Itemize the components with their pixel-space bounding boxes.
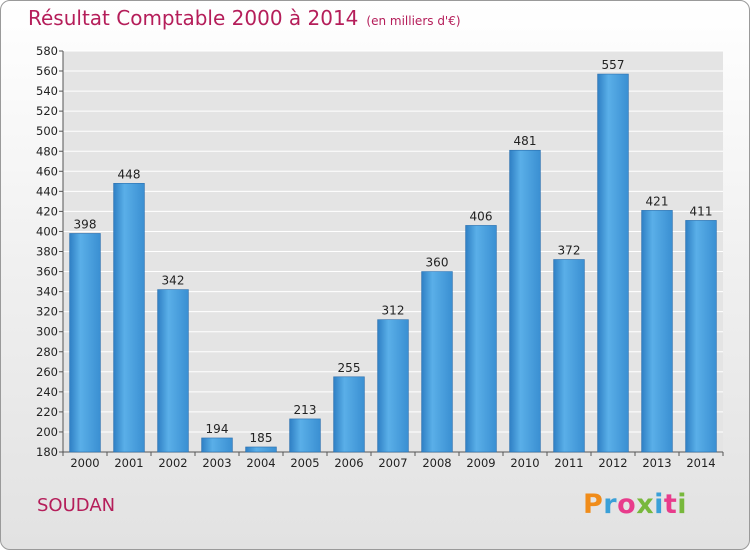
logo-letter: t [663, 489, 678, 520]
x-tick-label: 2006 [334, 456, 363, 470]
y-tick-label: 360 [36, 265, 58, 279]
bar-value-label: 342 [162, 274, 185, 288]
bar-value-label: 557 [602, 58, 625, 72]
bar [553, 259, 585, 453]
bar-value-label: 448 [118, 167, 141, 181]
plot-area: 180 200 220 240 260 280 300 320 340 360 380 400 420 4… [36, 44, 724, 470]
logo-letter: o [617, 489, 637, 520]
y-tick-label: 580 [36, 44, 58, 58]
bar [289, 418, 321, 453]
bar-value-label: 312 [382, 304, 405, 318]
bar-value-label: 255 [338, 361, 361, 375]
bar-value-label: 360 [426, 256, 449, 270]
x-tick-label: 2002 [158, 456, 187, 470]
bar [69, 233, 101, 453]
x-tick-label: 2005 [290, 456, 319, 470]
x-tick-label: 2014 [686, 456, 715, 470]
chart-subtitle: (en milliers d'€) [366, 14, 461, 28]
proxiti-logo: Proxiti [583, 489, 687, 520]
bar-value-label: 372 [558, 244, 581, 258]
y-tick-label: 220 [36, 405, 58, 419]
bar [685, 220, 717, 453]
x-tick-label: 2012 [598, 456, 627, 470]
bar-value-label: 213 [294, 403, 317, 417]
bar-value-label: 411 [690, 204, 713, 218]
x-tick-label: 2013 [642, 456, 671, 470]
y-tick-label: 260 [36, 365, 58, 379]
y-tick-label: 320 [36, 305, 58, 319]
x-tick-label: 2003 [202, 456, 231, 470]
x-tick-label: 2010 [510, 456, 539, 470]
y-tick-label: 200 [36, 425, 58, 439]
x-tick-label: 2011 [554, 456, 583, 470]
commune-name: SOUDAN [37, 495, 116, 516]
y-tick-label: 340 [36, 285, 58, 299]
bar-value-label: 421 [646, 194, 669, 208]
y-tick-label: 560 [36, 64, 58, 78]
logo-letter: i [677, 489, 688, 520]
y-tick-label: 300 [36, 325, 58, 339]
y-tick-label: 440 [36, 184, 58, 198]
bar-value-label: 398 [74, 217, 97, 231]
y-tick-label: 540 [36, 84, 58, 98]
bar-value-label: 185 [250, 431, 273, 445]
chart-title: Résultat Comptable 2000 à 2014 (en millie… [28, 6, 461, 30]
chart-title-text: Résultat Comptable 2000 à 2014 [28, 6, 359, 30]
bar [113, 183, 145, 453]
bar-value-label: 406 [470, 209, 493, 223]
x-tick-label: 2000 [70, 456, 99, 470]
x-tick-label: 2007 [378, 456, 407, 470]
logo-letter: r [603, 489, 618, 520]
bar-value-label: 481 [514, 134, 537, 148]
y-tick-label: 180 [36, 445, 58, 459]
y-tick-label: 480 [36, 144, 58, 158]
y-tick-label: 400 [36, 224, 58, 238]
bar [641, 210, 673, 453]
y-tick-label: 240 [36, 385, 58, 399]
y-tick-label: 420 [36, 204, 58, 218]
bar [377, 319, 409, 453]
y-tick-label: 280 [36, 345, 58, 359]
x-tick-label: 2009 [466, 456, 495, 470]
y-tick-label: 500 [36, 124, 58, 138]
bar [421, 271, 453, 453]
y-tick-label: 520 [36, 104, 58, 118]
bar [509, 149, 541, 453]
y-tick-label: 380 [36, 245, 58, 259]
x-tick-label: 2004 [246, 456, 275, 470]
bar [157, 289, 189, 453]
x-tick-label: 2001 [114, 456, 143, 470]
bar [201, 437, 233, 453]
logo-letter: i [654, 489, 664, 520]
y-tick-label: 460 [36, 164, 58, 178]
logo-letter: P [583, 489, 604, 520]
bar-value-label: 194 [206, 422, 229, 436]
logo-letter: x [636, 489, 655, 520]
bar [465, 225, 497, 453]
bar [333, 376, 365, 453]
bar [597, 73, 629, 453]
x-tick-label: 2008 [422, 456, 451, 470]
bar [245, 446, 277, 453]
